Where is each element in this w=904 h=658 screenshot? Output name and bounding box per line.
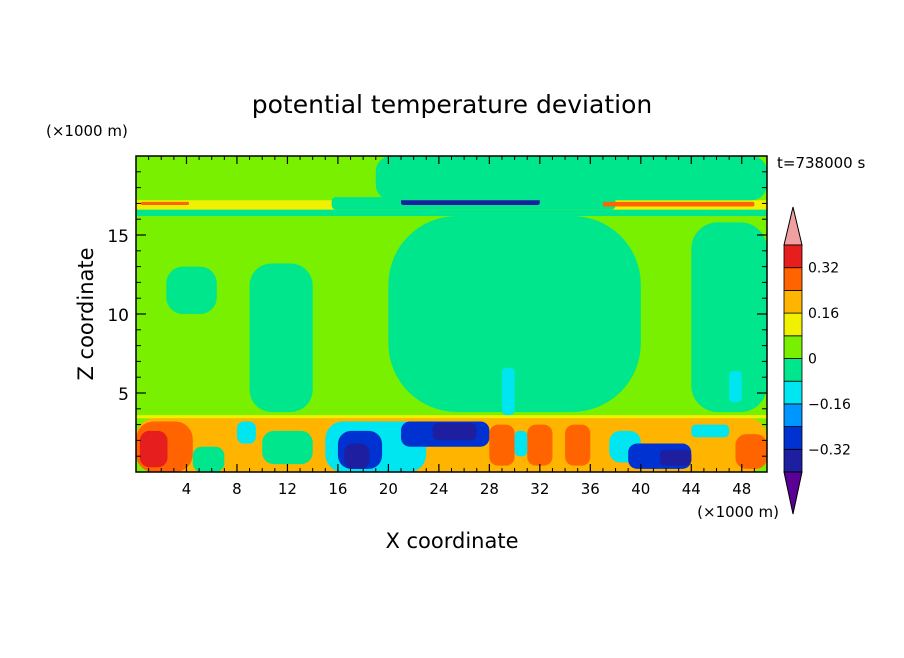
colorbar: 0.32 0.16 0 −0.16 −0.32: [783, 206, 851, 515]
field-region: [735, 434, 767, 469]
field-band: [136, 415, 767, 419]
x-tick-label: 48: [732, 480, 751, 498]
field-region: [691, 424, 730, 438]
field-region: [249, 263, 313, 412]
field-region: [527, 424, 553, 466]
x-unit-label: (×1000 m): [697, 503, 779, 521]
contour-field: [136, 156, 767, 472]
field-region: [375, 156, 767, 201]
x-tick-label: 16: [328, 480, 347, 498]
field-band: [136, 209, 767, 217]
colorbar-label: −0.16: [808, 397, 851, 413]
colorbar-swatch: [783, 312, 803, 337]
colorbar-swatch: [783, 380, 803, 405]
field-region: [141, 201, 190, 205]
colorbar-max-triangle: [783, 206, 803, 246]
field-region: [602, 201, 755, 207]
field-region: [166, 266, 217, 314]
colorbar-swatch: [783, 358, 803, 382]
x-tick-label: 12: [278, 480, 297, 498]
field-region: [489, 424, 515, 466]
colorbar-swatch: [783, 244, 803, 269]
colorbar-swatch: [783, 426, 803, 450]
y-axis-ticks: 5 10 15: [107, 171, 767, 457]
x-tick-label: 44: [682, 480, 701, 498]
y-unit-label: (×1000 m): [46, 122, 128, 140]
field-region: [514, 430, 528, 457]
field-region: [565, 424, 591, 466]
field-region: [262, 430, 313, 465]
field-region: [388, 216, 641, 412]
y-tick-label: 5: [118, 385, 129, 405]
colorbar-label: 0: [808, 352, 817, 368]
x-tick-label: 8: [232, 480, 242, 498]
field-region: [344, 443, 370, 469]
field-region: [236, 421, 256, 444]
field-region: [729, 370, 742, 403]
field-region: [139, 430, 168, 468]
x-tick-label: 4: [182, 480, 192, 498]
time-label: t=738000 s: [777, 154, 865, 172]
chart-title: potential temperature deviation: [252, 90, 652, 119]
colorbar-min-triangle: [783, 471, 803, 515]
y-tick-label: 15: [107, 227, 129, 247]
x-tick-label: 20: [379, 480, 398, 498]
y-tick-label: 10: [107, 306, 129, 326]
x-tick-label: 40: [631, 480, 650, 498]
colorbar-label: 0.32: [808, 261, 839, 277]
x-tick-label: 28: [480, 480, 499, 498]
field-region: [659, 449, 692, 466]
colorbar-swatch: [783, 267, 803, 291]
colorbar-swatch: [783, 448, 803, 473]
field-region: [691, 222, 767, 412]
colorbar-label: 0.16: [808, 306, 839, 322]
field-region: [501, 367, 515, 416]
colorbar-swatch: [783, 335, 803, 359]
colorbar-swatch: [783, 403, 803, 427]
x-tick-label: 32: [530, 480, 549, 498]
colorbar-swatch: [783, 289, 803, 314]
x-tick-label: 36: [581, 480, 600, 498]
x-axis-ticks: 4 8 12 16 20 24 28 32 36 40 44 48: [148, 156, 755, 498]
field-region: [192, 446, 225, 472]
x-axis-label: X coordinate: [385, 529, 518, 553]
colorbar-label: −0.32: [808, 442, 851, 458]
field-region: [432, 423, 477, 441]
x-tick-label: 24: [429, 480, 448, 498]
y-axis-label: Z coordinate: [74, 247, 98, 380]
